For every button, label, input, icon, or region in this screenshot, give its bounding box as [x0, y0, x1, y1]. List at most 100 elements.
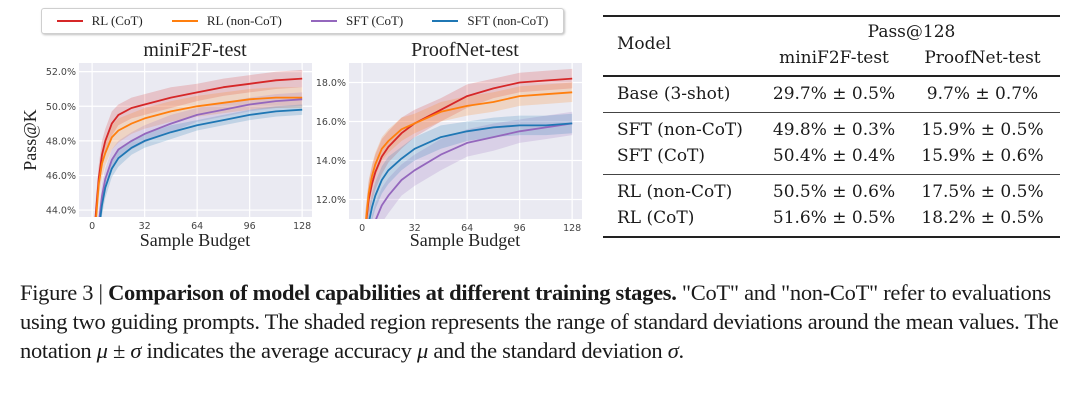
std-band-rl-non-cot-	[365, 82, 573, 219]
x-tick-label: 32	[409, 223, 421, 234]
table-row: RL (non-CoT) 50.5% ± 0.6% 17.5% ± 0.5%	[603, 179, 1060, 205]
cell-model: Base (3-shot)	[617, 84, 731, 104]
cell-proofnet: 17.5% ± 0.5%	[921, 182, 1044, 202]
series-line-rl-cot-	[365, 77, 573, 219]
y-tick-label: 52.0%	[46, 67, 76, 78]
x-tick-label: 64	[461, 223, 473, 234]
y-tick-label: 12.0%	[316, 195, 346, 206]
y-tick-label: 18.0%	[316, 78, 346, 89]
cell-proofnet: 9.7% ± 0.7%	[926, 84, 1039, 104]
cell-proofnet: 18.2% ± 0.5%	[921, 208, 1044, 228]
std-band-rl-cot-	[364, 68, 573, 219]
series-line-sft-cot-	[98, 98, 303, 217]
cell-model: SFT (CoT)	[617, 146, 706, 166]
caption-text: "CoT" and "non-CoT" refer to evaluations…	[20, 280, 1059, 363]
header-proofnet: ProofNet-test	[924, 48, 1041, 68]
legend-swatch	[311, 20, 338, 22]
std-band-rl-non-cot-	[95, 87, 303, 217]
caption-bold: Comparison of model capabilities at diff…	[108, 280, 677, 305]
y-tick-label: 48.0%	[46, 136, 76, 147]
table-rule	[603, 112, 1060, 113]
y-tick-label: 50.0%	[46, 102, 76, 113]
plot-series-group	[364, 68, 573, 219]
chart-minif2f: 0 32 64 96 128 44.0% 46.0% 48.0% 50.0% 52.0% miniF…	[20, 39, 312, 250]
cell-proofnet: 15.9% ± 0.5%	[921, 120, 1044, 140]
y-axis-label: Pass@K	[20, 109, 40, 171]
legend-item-sft-cot: SFT (CoT)	[311, 13, 403, 29]
cell-minif2f: 51.6% ± 0.5%	[772, 208, 896, 228]
chart-legend: RL (CoT) RL (non-CoT) SFT (CoT) SFT (non…	[41, 8, 564, 34]
table-group-sft: SFT (non-CoT) 49.8% ± 0.3% 15.9% ± 0.5% …	[603, 113, 1060, 174]
table-rule	[603, 174, 1060, 175]
series-line-rl-non-cot-	[95, 96, 303, 217]
caption-mu: μ	[96, 338, 108, 363]
x-tick-label: 64	[191, 221, 203, 232]
x-tick-label: 0	[359, 223, 365, 234]
table-row: SFT (CoT) 50.4% ± 0.4% 15.9% ± 0.6%	[603, 143, 1060, 169]
table-row: SFT (non-CoT) 49.8% ± 0.3% 15.9% ± 0.5%	[603, 117, 1060, 143]
results-table: Model Pass@128 miniF2F-test ProofNet-tes…	[603, 15, 1060, 238]
x-tick-label: 32	[139, 221, 151, 232]
table-top-rule	[603, 15, 1060, 17]
legend-swatch	[432, 20, 459, 22]
series-line-sft-non-cot-	[99, 108, 303, 217]
cell-minif2f: 50.5% ± 0.6%	[772, 182, 896, 202]
caption-text: indicates the average accuracy	[141, 338, 418, 363]
cell-minif2f: 49.8% ± 0.3%	[772, 120, 896, 140]
series-line-sft-cot-	[375, 122, 573, 219]
std-band-sft-non-cot-	[367, 113, 573, 219]
x-tick-label: 96	[514, 223, 526, 234]
legend-item-sft-noncot: SFT (non-CoT)	[432, 13, 548, 29]
plot-series-group	[94, 69, 303, 217]
chart-proofnet: 0 32 64 96 128 12.0% 14.0% 16.0% 18.0% ProofNet-t…	[316, 39, 582, 250]
cell-model: RL (CoT)	[617, 208, 695, 228]
std-band-sft-cot-	[371, 111, 573, 219]
cell-model: RL (non-CoT)	[617, 182, 733, 202]
series-line-rl-cot-	[94, 77, 303, 217]
series-line-rl-non-cot-	[365, 91, 573, 219]
chart-title: ProofNet-test	[411, 39, 519, 61]
x-tick-label: 96	[244, 221, 256, 232]
cell-minif2f: 29.7% ± 0.5%	[772, 84, 896, 104]
table-bottom-rule	[603, 236, 1060, 238]
legend-label: SFT (non-CoT)	[467, 13, 549, 28]
legend-label: RL (CoT)	[91, 13, 143, 28]
plot-background	[79, 63, 312, 217]
caption-sigma: σ	[667, 338, 679, 363]
table-header-rule	[603, 75, 1060, 77]
y-tick-label: 44.0%	[46, 206, 76, 217]
caption-mu: μ	[417, 338, 429, 363]
table-group-base: Base (3-shot) 29.7% ± 0.5% 9.7% ± 0.7%	[603, 77, 1060, 112]
std-band-sft-cot-	[98, 92, 303, 217]
chart-title: miniF2F-test	[143, 39, 247, 61]
x-axis-label: Sample Budget	[410, 230, 521, 250]
header-pass-at-128: Pass@128	[867, 22, 956, 42]
cell-minif2f: 50.4% ± 0.4%	[772, 146, 896, 166]
legend-swatch	[56, 20, 83, 22]
table-group-rl: RL (non-CoT) 50.5% ± 0.6% 17.5% ± 0.5% R…	[603, 175, 1060, 236]
x-tick-label: 128	[563, 223, 581, 234]
table-row: RL (CoT) 51.6% ± 0.5% 18.2% ± 0.5%	[603, 205, 1060, 231]
caption-end: .	[678, 338, 684, 363]
cell-proofnet: 15.9% ± 0.6%	[921, 146, 1044, 166]
figure-caption: Figure 3 | Comparison of model capabilit…	[20, 278, 1065, 365]
charts-figure: 0 32 64 96 128 44.0% 46.0% 48.0% 50.0% 52.0% miniF…	[20, 39, 582, 250]
header-minif2f: miniF2F-test	[779, 48, 889, 68]
x-tick-label: 0	[89, 221, 95, 232]
y-tick-label: 46.0%	[46, 171, 76, 182]
y-tick-label: 16.0%	[316, 117, 346, 128]
table-header: Model Pass@128 miniF2F-test ProofNet-tes…	[603, 17, 1060, 75]
std-band-rl-cot-	[95, 69, 303, 217]
legend-label: SFT (CoT)	[346, 13, 404, 28]
table-row: Base (3-shot) 29.7% ± 0.5% 9.7% ± 0.7%	[603, 81, 1060, 107]
cell-model: SFT (non-CoT)	[617, 120, 743, 140]
y-tick-label: 14.0%	[316, 156, 346, 167]
legend-item-rl-cot: RL (CoT)	[56, 13, 143, 29]
x-tick-label: 128	[293, 221, 311, 232]
caption-text: and the standard deviation	[428, 338, 668, 363]
caption-sigma: σ	[130, 338, 142, 363]
header-model: Model	[617, 34, 672, 54]
legend-item-rl-noncot: RL (non-CoT)	[171, 13, 282, 29]
legend-swatch	[171, 20, 198, 22]
caption-label: Figure 3 |	[20, 280, 109, 305]
